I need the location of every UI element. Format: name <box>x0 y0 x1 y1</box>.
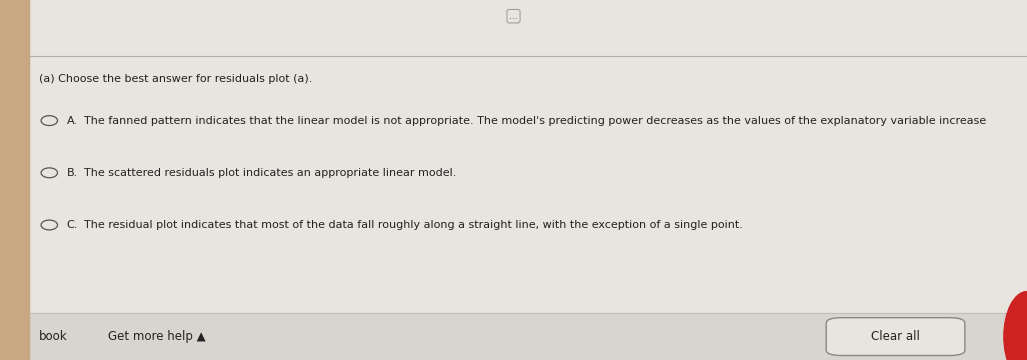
Text: Get more help ▲: Get more help ▲ <box>108 330 205 343</box>
Text: The scattered residuals plot indicates an appropriate linear model.: The scattered residuals plot indicates a… <box>84 168 457 178</box>
Ellipse shape <box>1004 292 1027 360</box>
Text: The fanned pattern indicates that the linear model is not appropriate. The model: The fanned pattern indicates that the li… <box>84 116 987 126</box>
Bar <box>0 0 29 360</box>
Bar <box>0 313 1027 360</box>
Text: book: book <box>39 330 68 343</box>
Text: ...: ... <box>509 12 518 21</box>
Text: C.: C. <box>67 220 78 230</box>
FancyBboxPatch shape <box>826 318 965 356</box>
Text: Clear all: Clear all <box>871 330 920 343</box>
Text: (a) Choose the best answer for residuals plot (a).: (a) Choose the best answer for residuals… <box>39 74 312 84</box>
Text: A.: A. <box>67 116 78 126</box>
Text: B.: B. <box>67 168 78 178</box>
Text: The residual plot indicates that most of the data fall roughly along a straight : The residual plot indicates that most of… <box>84 220 744 230</box>
